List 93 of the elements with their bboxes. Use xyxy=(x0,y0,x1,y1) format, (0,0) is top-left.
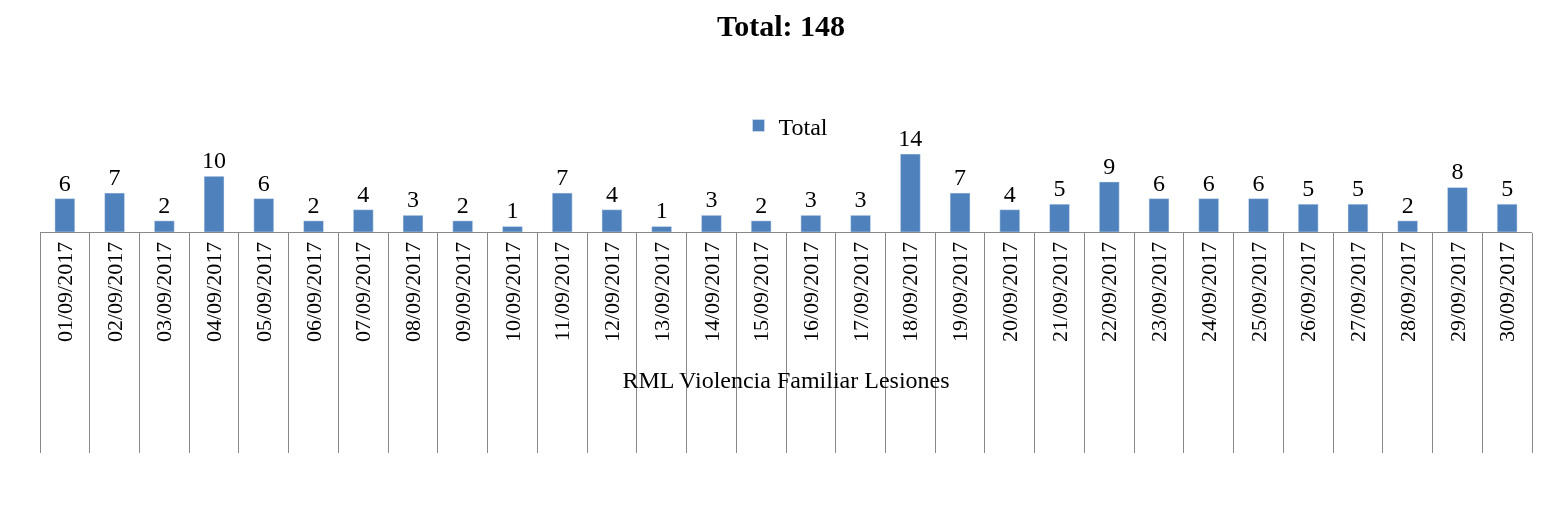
data-label: 6 xyxy=(257,169,270,196)
bar xyxy=(1099,181,1120,232)
x-tick-label: 18/09/2017 xyxy=(897,241,923,343)
x-tick-label: 25/09/2017 xyxy=(1245,241,1271,343)
x-tick-label: 05/09/2017 xyxy=(250,241,276,343)
data-label: 2 xyxy=(456,191,469,218)
x-tick-label: 17/09/2017 xyxy=(847,241,873,343)
x-tick-label: 06/09/2017 xyxy=(300,241,326,343)
x-tick-label: 13/09/2017 xyxy=(648,241,674,343)
bar xyxy=(800,215,822,232)
x-tick-label: 28/09/2017 xyxy=(1394,241,1420,343)
data-label: 4 xyxy=(1003,180,1016,207)
x-axis-title: RML Violencia Familiar Lesiones xyxy=(622,367,950,394)
bar xyxy=(1298,203,1319,232)
x-tick-label: 21/09/2017 xyxy=(1046,241,1072,343)
x-tick-label: 10/09/2017 xyxy=(499,241,525,343)
bar xyxy=(1397,220,1418,232)
data-label: 3 xyxy=(804,186,817,213)
x-tick-label: 03/09/2017 xyxy=(151,241,177,343)
data-label: 6 xyxy=(58,169,71,196)
x-tick-label: 24/09/2017 xyxy=(1195,241,1221,343)
x-tick-label: 29/09/2017 xyxy=(1444,241,1470,343)
x-tick-label: 27/09/2017 xyxy=(1345,241,1371,343)
x-tick-label: 15/09/2017 xyxy=(748,241,774,343)
data-label: 10 xyxy=(202,147,227,174)
data-label: 2 xyxy=(755,191,768,218)
data-label: 1 xyxy=(655,197,668,224)
bar xyxy=(353,209,374,232)
bar xyxy=(552,192,573,232)
bar xyxy=(949,192,971,232)
bar xyxy=(104,192,125,232)
data-label: 7 xyxy=(108,164,121,191)
data-label: 5 xyxy=(1053,175,1066,202)
bar xyxy=(154,220,175,232)
data-label: 14 xyxy=(898,125,923,152)
data-label: 6 xyxy=(1252,169,1265,196)
data-label: 8 xyxy=(1451,158,1464,185)
bar xyxy=(452,220,473,232)
x-tick-label: 26/09/2017 xyxy=(1295,241,1321,343)
x-tick-label: 12/09/2017 xyxy=(599,241,625,343)
bar xyxy=(54,198,76,232)
x-tick-label: 08/09/2017 xyxy=(400,241,426,343)
x-tick-label: 02/09/2017 xyxy=(101,241,127,343)
bar xyxy=(1148,198,1170,232)
chart-title: Total: 148 xyxy=(716,9,846,43)
data-label: 6 xyxy=(1153,169,1165,196)
bar xyxy=(651,226,672,232)
x-tick-label: 22/09/2017 xyxy=(1096,241,1122,343)
data-label: 3 xyxy=(705,186,718,213)
x-tick-label: 14/09/2017 xyxy=(698,241,724,343)
legend-label: Total xyxy=(778,113,828,140)
data-label: 7 xyxy=(954,164,967,191)
bar xyxy=(1347,203,1369,232)
bar xyxy=(750,220,772,232)
bar xyxy=(701,215,722,232)
data-label: 5 xyxy=(1351,175,1364,202)
x-tick-label: 09/09/2017 xyxy=(449,241,475,343)
bar xyxy=(900,153,921,232)
bar xyxy=(999,209,1020,232)
bar xyxy=(203,176,225,232)
bar xyxy=(502,226,523,232)
bar xyxy=(1198,198,1219,232)
data-label: 1 xyxy=(506,197,519,224)
data-label: 5 xyxy=(1501,175,1514,202)
bar xyxy=(303,220,324,232)
x-tick-label: 23/09/2017 xyxy=(1146,241,1172,343)
data-label: 4 xyxy=(605,180,618,207)
x-tick-label: 20/09/2017 xyxy=(996,241,1022,343)
data-label: 4 xyxy=(357,180,370,207)
bar xyxy=(1049,203,1070,232)
data-label: 5 xyxy=(1302,175,1315,202)
data-label: 3 xyxy=(407,186,419,213)
x-tick-label: 11/09/2017 xyxy=(549,241,575,342)
x-tick-label: 16/09/2017 xyxy=(798,241,824,343)
x-tick-label: 07/09/2017 xyxy=(350,241,376,343)
data-label: 7 xyxy=(556,164,569,191)
bar xyxy=(850,215,871,232)
x-tick-label: 01/09/2017 xyxy=(52,241,78,343)
x-tick-label: 04/09/2017 xyxy=(201,241,227,343)
bar xyxy=(1447,187,1468,232)
data-label: 9 xyxy=(1103,152,1116,179)
bar xyxy=(253,198,274,232)
bar xyxy=(402,215,424,232)
data-label: 3 xyxy=(854,186,867,213)
bar xyxy=(1248,198,1269,232)
data-label: 2 xyxy=(307,191,320,218)
data-label: 2 xyxy=(1401,191,1414,218)
data-label: 6 xyxy=(1202,169,1215,196)
x-tick-label: 19/09/2017 xyxy=(947,241,973,343)
bar xyxy=(601,209,623,232)
data-label: 2 xyxy=(158,191,171,218)
x-tick-label: 30/09/2017 xyxy=(1494,241,1520,343)
bar xyxy=(1496,203,1518,232)
